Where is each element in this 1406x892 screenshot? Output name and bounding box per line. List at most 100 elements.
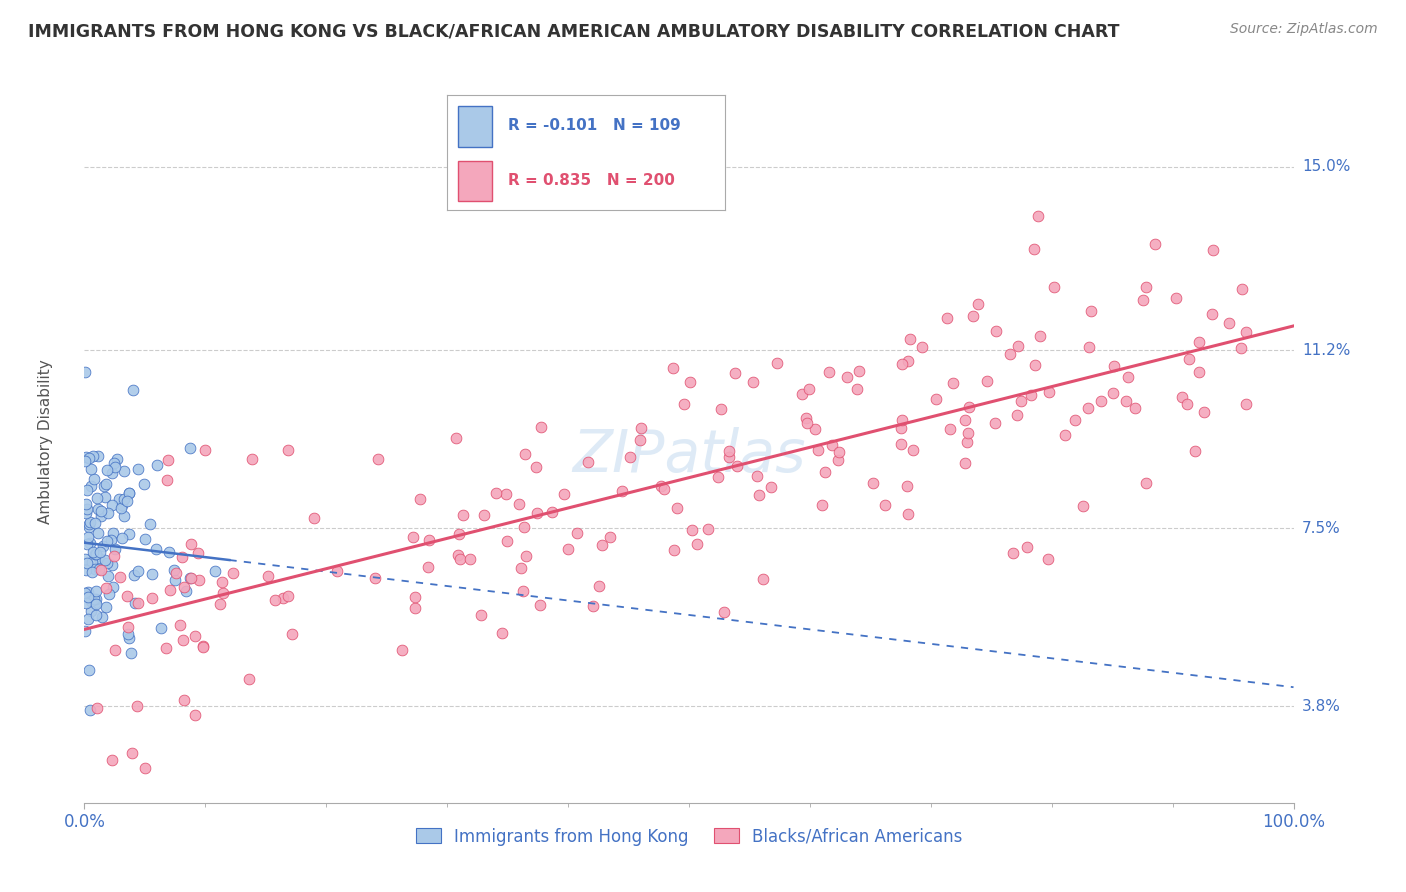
Point bbox=[1080, 303, 1102, 318]
Point bbox=[1171, 390, 1194, 404]
Point bbox=[717, 443, 740, 458]
Point bbox=[75, 586, 97, 600]
Point bbox=[1019, 388, 1042, 402]
Point bbox=[146, 458, 169, 472]
Point bbox=[799, 382, 821, 396]
Point bbox=[1071, 500, 1094, 514]
Point bbox=[183, 708, 205, 723]
Point bbox=[212, 586, 235, 600]
Text: 3.8%: 3.8% bbox=[1302, 699, 1341, 714]
Point bbox=[1026, 209, 1049, 223]
Point bbox=[588, 579, 610, 593]
Point bbox=[118, 631, 141, 645]
Point bbox=[75, 624, 97, 638]
Point bbox=[890, 357, 912, 371]
Point bbox=[1135, 475, 1157, 490]
Point bbox=[508, 496, 530, 510]
Point bbox=[80, 462, 103, 476]
Point bbox=[404, 601, 426, 615]
Point bbox=[418, 560, 440, 574]
Point bbox=[1090, 394, 1112, 409]
Point bbox=[124, 568, 146, 582]
Point bbox=[156, 452, 179, 467]
Point bbox=[180, 571, 202, 585]
Point bbox=[1005, 408, 1028, 422]
Point bbox=[90, 563, 112, 577]
Point bbox=[76, 556, 98, 570]
Point bbox=[204, 564, 226, 578]
Point bbox=[925, 392, 948, 407]
Point bbox=[1234, 326, 1257, 340]
Point bbox=[957, 401, 980, 415]
Point bbox=[256, 569, 278, 583]
Point bbox=[862, 476, 884, 491]
Point bbox=[155, 640, 177, 655]
Point bbox=[111, 531, 134, 545]
Point bbox=[238, 672, 260, 686]
Point bbox=[673, 397, 696, 411]
Point bbox=[77, 450, 100, 465]
Point bbox=[1102, 385, 1125, 400]
Point bbox=[942, 376, 965, 390]
Point bbox=[173, 693, 195, 707]
Point bbox=[174, 583, 197, 598]
Point bbox=[751, 572, 773, 586]
Point bbox=[104, 459, 127, 474]
Point bbox=[94, 477, 117, 491]
Point bbox=[890, 413, 912, 427]
Point bbox=[179, 442, 201, 456]
Point bbox=[896, 479, 918, 493]
Point bbox=[1132, 293, 1154, 308]
Point bbox=[898, 332, 921, 346]
Point bbox=[1064, 413, 1087, 427]
Point bbox=[976, 375, 998, 389]
Point bbox=[1022, 242, 1045, 256]
Point bbox=[524, 460, 547, 475]
Point bbox=[108, 569, 131, 583]
Point bbox=[134, 532, 156, 546]
Point bbox=[87, 550, 110, 565]
Point bbox=[222, 566, 245, 581]
Point bbox=[115, 494, 138, 508]
Point bbox=[794, 410, 817, 425]
Point bbox=[790, 387, 813, 401]
Point bbox=[553, 487, 575, 501]
Point bbox=[619, 450, 641, 464]
Point bbox=[766, 356, 789, 370]
Point bbox=[104, 642, 127, 657]
Point bbox=[191, 639, 214, 653]
Point bbox=[827, 453, 849, 467]
Point bbox=[77, 584, 100, 599]
Point bbox=[526, 506, 548, 520]
Point bbox=[75, 596, 97, 610]
Point bbox=[1230, 282, 1253, 296]
Point bbox=[165, 566, 187, 580]
Point bbox=[495, 487, 517, 501]
Point bbox=[1010, 394, 1032, 409]
Point bbox=[87, 526, 110, 541]
Point bbox=[364, 571, 387, 585]
Point bbox=[890, 420, 912, 434]
Point bbox=[821, 438, 844, 452]
Point bbox=[240, 452, 263, 467]
Point bbox=[110, 498, 132, 512]
Point bbox=[83, 547, 105, 561]
Point bbox=[77, 663, 100, 677]
Point bbox=[576, 455, 599, 469]
Point bbox=[897, 354, 920, 368]
Point bbox=[367, 451, 389, 466]
Point bbox=[91, 539, 114, 553]
Point bbox=[76, 530, 98, 544]
Point bbox=[391, 642, 413, 657]
Point bbox=[495, 534, 517, 549]
Point bbox=[103, 549, 125, 563]
Point bbox=[1188, 365, 1211, 379]
Point bbox=[82, 545, 104, 559]
Point bbox=[449, 552, 471, 566]
Point bbox=[75, 497, 97, 511]
Point bbox=[984, 324, 1007, 338]
Point bbox=[1077, 340, 1099, 354]
Point bbox=[1177, 351, 1199, 366]
Point bbox=[814, 465, 837, 479]
Point bbox=[89, 545, 111, 559]
